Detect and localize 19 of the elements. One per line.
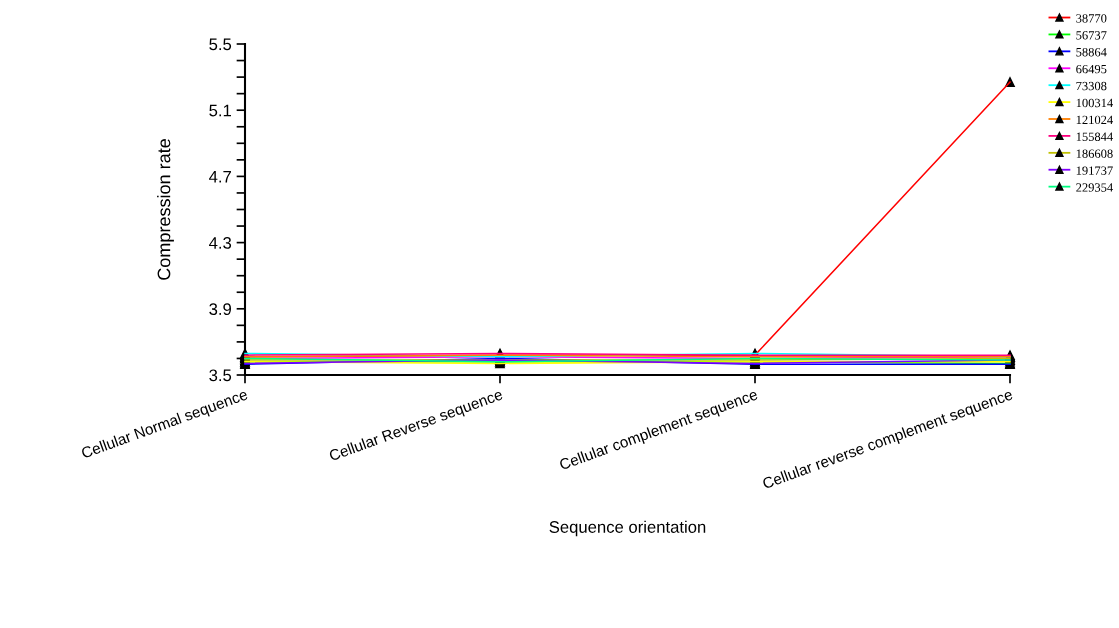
legend-label: 73308 xyxy=(1076,81,1107,91)
legend-label: 229354 xyxy=(1076,183,1113,192)
y-tick-label: 5.1 xyxy=(209,104,231,117)
legend-label: 56737 xyxy=(1076,31,1107,40)
y-tick-label: 4.3 xyxy=(209,237,232,249)
y-tick-label: 5.5 xyxy=(209,38,232,51)
legend-label: 155844 xyxy=(1076,132,1113,141)
y-tick-label: 3.5 xyxy=(209,369,232,382)
x-axis-title: Sequence orientation xyxy=(549,520,706,537)
legend-label: 38770 xyxy=(1076,14,1107,23)
legend-label: 58864 xyxy=(1076,47,1107,57)
legend-label: 100314 xyxy=(1076,98,1113,108)
y-tick-label: 3.9 xyxy=(209,303,232,315)
legend-label: 66495 xyxy=(1076,64,1107,74)
y-tick-label: 4.7 xyxy=(209,170,231,183)
y-axis-title: Compression rate xyxy=(157,139,174,280)
legend-label: 121024 xyxy=(1076,115,1113,125)
legend-label: 186608 xyxy=(1076,149,1113,158)
legend-label: 191737 xyxy=(1076,166,1113,175)
